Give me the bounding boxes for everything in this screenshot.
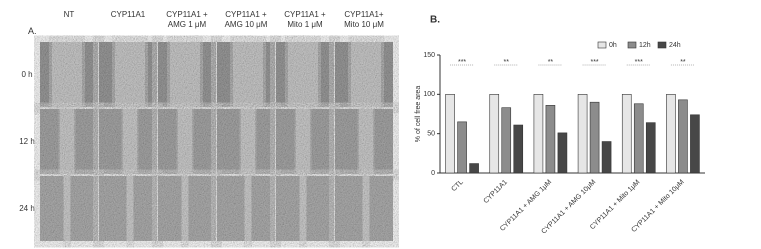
significance-label: ** bbox=[548, 59, 554, 66]
legend-swatch bbox=[657, 41, 667, 49]
bar bbox=[513, 124, 524, 174]
micrograph bbox=[276, 176, 334, 241]
legend-label: 0h bbox=[609, 42, 617, 49]
significance-label: *** bbox=[635, 59, 643, 66]
bar bbox=[678, 99, 688, 174]
y-tick-label: 0 bbox=[431, 170, 435, 177]
wound-gap bbox=[52, 42, 82, 107]
wound-gap bbox=[359, 109, 373, 174]
y-tick-label: 100 bbox=[423, 91, 435, 98]
significance-label: *** bbox=[458, 59, 466, 66]
wound-gap bbox=[351, 42, 381, 107]
wound-gap bbox=[296, 109, 310, 174]
significance-label: *** bbox=[590, 59, 598, 66]
column-header: CYP11A1 bbox=[110, 10, 146, 19]
wound-gap bbox=[233, 42, 263, 107]
column-header: CYP11A1 + Mito 1 μM bbox=[284, 10, 326, 29]
y-axis-label: % of cell free area bbox=[415, 86, 422, 143]
bar bbox=[501, 107, 512, 174]
micrograph bbox=[217, 42, 275, 107]
wound-gap bbox=[115, 42, 145, 107]
bar bbox=[457, 121, 467, 174]
micrograph bbox=[335, 176, 393, 241]
column-header: NT bbox=[63, 10, 75, 19]
significance-label: ** bbox=[504, 59, 510, 66]
bar bbox=[489, 94, 500, 174]
micrograph bbox=[335, 42, 393, 107]
bar bbox=[621, 94, 632, 174]
significance-label: ** bbox=[680, 59, 686, 66]
wound-gap bbox=[60, 109, 74, 174]
row-label: 12 h bbox=[19, 137, 35, 146]
bar bbox=[533, 94, 544, 174]
bar bbox=[545, 105, 556, 174]
wound-gap bbox=[363, 176, 369, 241]
legend-swatch bbox=[597, 41, 607, 49]
bar bbox=[645, 122, 656, 174]
wound-gap bbox=[178, 109, 192, 174]
wound-gap bbox=[300, 176, 306, 241]
bar bbox=[577, 94, 588, 174]
wound-gap bbox=[64, 176, 70, 241]
row-label: 0 h bbox=[21, 70, 33, 79]
wound-gap bbox=[288, 42, 318, 107]
column-header: CYP11A1 + AMG 10 μM bbox=[224, 10, 268, 29]
bar bbox=[666, 94, 676, 174]
bar bbox=[469, 163, 479, 174]
wound-gap bbox=[170, 42, 200, 107]
column-header: CYP11A1+ Mito 10 μM bbox=[344, 10, 384, 29]
legend-label: 12h bbox=[639, 42, 651, 49]
x-tick-label: CYP11A1 + Mito 10μM bbox=[630, 179, 685, 234]
bar bbox=[557, 132, 568, 174]
wound-gap bbox=[127, 176, 133, 241]
micrograph bbox=[99, 42, 157, 107]
micrograph bbox=[40, 42, 98, 107]
bar bbox=[601, 141, 612, 174]
micrograph bbox=[217, 176, 275, 241]
x-tick-label: CYP11A1 bbox=[483, 179, 509, 205]
micrograph bbox=[158, 176, 216, 241]
wound-gap bbox=[123, 109, 137, 174]
panel-label: B. bbox=[430, 15, 440, 26]
y-tick-label: 50 bbox=[427, 131, 435, 138]
legend-swatch bbox=[627, 41, 637, 49]
y-tick-label: 150 bbox=[423, 52, 435, 59]
column-header: CYP11A1 + AMG 1 μM bbox=[166, 10, 208, 29]
x-tick-label: CTL bbox=[450, 179, 464, 193]
wound-gap bbox=[241, 109, 255, 174]
micrograph bbox=[217, 109, 275, 174]
bar bbox=[589, 101, 600, 174]
micrograph bbox=[276, 42, 334, 107]
micrograph bbox=[40, 109, 98, 174]
micrograph bbox=[158, 42, 216, 107]
bar bbox=[445, 94, 455, 174]
legend-label: 24h bbox=[669, 42, 681, 49]
micrograph bbox=[99, 176, 157, 241]
panel-label: A. bbox=[28, 26, 37, 36]
bar bbox=[633, 103, 644, 174]
micrograph bbox=[276, 109, 334, 174]
wound-gap bbox=[182, 176, 188, 241]
x-tick-label: CYP11A1 + Mito 1μM bbox=[589, 179, 642, 232]
wound-gap bbox=[245, 176, 251, 241]
row-label: 24 h bbox=[19, 204, 35, 213]
micrograph bbox=[158, 109, 216, 174]
bar bbox=[690, 114, 700, 174]
micrograph bbox=[40, 176, 98, 241]
micrograph bbox=[99, 109, 157, 174]
micrograph bbox=[335, 109, 393, 174]
